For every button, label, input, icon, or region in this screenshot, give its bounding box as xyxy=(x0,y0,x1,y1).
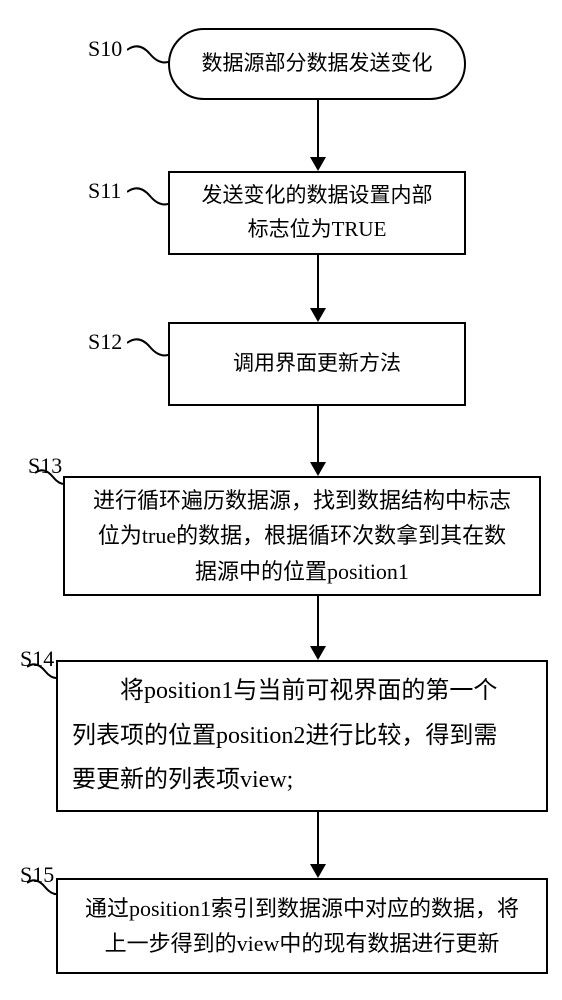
node-s15-text: 通过position1索引到数据源中对应的数据，将 上一步得到的view中的现有… xyxy=(85,891,519,961)
label-s11: S11 xyxy=(88,178,121,204)
curve-s10 xyxy=(127,44,173,70)
node-s15: 通过position1索引到数据源中对应的数据，将 上一步得到的view中的现有… xyxy=(56,878,548,974)
node-s13-text: 进行循环遍历数据源，找到数据结构中标志 位为true的数据，根据循环次数拿到其在… xyxy=(93,483,511,589)
curve-s11 xyxy=(127,186,173,212)
node-s10-text: 数据源部分数据发送变化 xyxy=(202,47,433,81)
node-s11-text: 发送变化的数据设置内部 标志位为TRUE xyxy=(202,179,433,246)
arrow-s12-s13 xyxy=(317,406,319,476)
arrow-s14-s15 xyxy=(317,812,319,878)
node-s12: 调用界面更新方法 xyxy=(168,322,466,406)
node-s13: 进行循环遍历数据源，找到数据结构中标志 位为true的数据，根据循环次数拿到其在… xyxy=(63,476,541,596)
label-s12: S12 xyxy=(88,329,122,355)
node-s10: 数据源部分数据发送变化 xyxy=(168,28,466,100)
arrow-s10-s11 xyxy=(317,100,319,171)
label-s10: S10 xyxy=(88,36,122,62)
arrow-s11-s12 xyxy=(317,255,319,322)
arrow-s13-s14 xyxy=(317,596,319,660)
node-s14-text: 将position1与当前可视界面的第一个 列表项的位置position2进行比… xyxy=(72,669,497,802)
node-s11: 发送变化的数据设置内部 标志位为TRUE xyxy=(168,171,466,255)
node-s14: 将position1与当前可视界面的第一个 列表项的位置position2进行比… xyxy=(56,660,548,812)
curve-s12 xyxy=(127,337,173,363)
flowchart-container: S10 数据源部分数据发送变化 S11 发送变化的数据设置内部 标志位为TRUE… xyxy=(0,0,562,1000)
node-s12-text: 调用界面更新方法 xyxy=(233,347,401,381)
